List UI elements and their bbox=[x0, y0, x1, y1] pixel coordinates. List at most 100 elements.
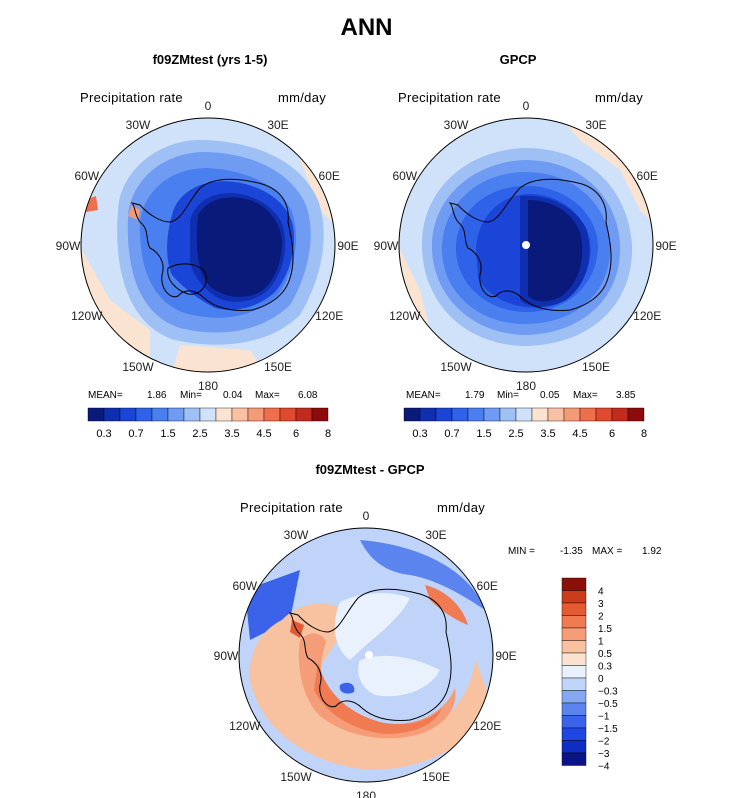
colorbar-swatch bbox=[403, 407, 421, 422]
colorbar-tick-label: 3 bbox=[598, 599, 604, 610]
colorbar-swatch bbox=[561, 715, 587, 729]
lon-label: 60W bbox=[74, 169, 99, 183]
colorbar-tick-label: −0.5 bbox=[598, 699, 618, 710]
colorbar-swatch bbox=[579, 407, 597, 422]
min-value: -1.35 bbox=[560, 546, 583, 557]
colorbar-tick-label: −1 bbox=[598, 712, 610, 723]
colorbar-swatch bbox=[419, 407, 437, 422]
lon-label: 120W bbox=[229, 719, 261, 733]
colorbar-tick-label: −1.5 bbox=[598, 724, 618, 735]
colorbar-swatch bbox=[167, 407, 185, 422]
colorbar-swatch bbox=[561, 627, 587, 641]
colorbar-tick-label: 0.5 bbox=[598, 649, 612, 660]
pole-marker bbox=[365, 651, 373, 659]
lon-label: 120E bbox=[633, 309, 661, 323]
colorbar-tick-label: 1.5 bbox=[598, 624, 612, 635]
panel-title-diff: f09ZMtest - GPCP bbox=[315, 462, 425, 477]
colorbar-tick-label: 0.3 bbox=[412, 428, 427, 440]
colorbar-swatch bbox=[183, 407, 201, 422]
min-label: Min= bbox=[180, 390, 202, 401]
colorbar-tick-label: 6 bbox=[609, 428, 615, 440]
lon-label: 60W bbox=[232, 579, 257, 593]
colorbar-tick-label: 3.5 bbox=[224, 428, 239, 440]
lon-label: 150W bbox=[440, 360, 472, 374]
max-value: 1.92 bbox=[642, 546, 662, 557]
max-value: 6.08 bbox=[298, 390, 318, 401]
colorbar-tick-label: 3.5 bbox=[540, 428, 555, 440]
units-label: mm/day bbox=[437, 500, 486, 515]
variable-label: Precipitation rate bbox=[80, 90, 183, 105]
colorbar-swatch bbox=[247, 407, 265, 422]
mean-label: MEAN= bbox=[88, 390, 123, 401]
colorbar-swatch bbox=[561, 727, 587, 741]
colorbar-swatch bbox=[561, 690, 587, 704]
lon-label: 30W bbox=[126, 118, 151, 132]
colorbar-swatch bbox=[103, 407, 121, 422]
colorbar-swatch bbox=[561, 702, 587, 716]
min-value: 0.05 bbox=[540, 390, 560, 401]
colorbar-swatch bbox=[87, 407, 105, 422]
colorbar-tick-label: 0.3 bbox=[598, 662, 612, 673]
colorbar-swatch bbox=[531, 407, 549, 422]
colorbar-swatch bbox=[231, 407, 249, 422]
colorbar-tick-label: 6 bbox=[293, 428, 299, 440]
lon-label: 30E bbox=[267, 118, 288, 132]
colorbar-swatch bbox=[627, 407, 645, 422]
min-value: 0.04 bbox=[223, 390, 243, 401]
colorbar-swatch bbox=[561, 740, 587, 754]
colorbar-tick-label: 0.7 bbox=[128, 428, 143, 440]
colorbar-swatch bbox=[451, 407, 469, 422]
colorbar-tick-label: 4.5 bbox=[256, 428, 271, 440]
colorbar-tick-label: −4 bbox=[598, 762, 610, 773]
lon-label: 180 bbox=[356, 789, 376, 798]
lon-label: 30E bbox=[585, 118, 606, 132]
colorbar-swatch bbox=[199, 407, 217, 422]
main-title: ANN bbox=[340, 14, 393, 41]
lon-label: 30E bbox=[425, 528, 446, 542]
lon-label: 180 bbox=[198, 379, 218, 393]
lon-label: 60E bbox=[319, 169, 340, 183]
lon-label: 120W bbox=[71, 309, 103, 323]
colorbar-swatch bbox=[561, 590, 587, 604]
colorbar-swatch bbox=[611, 407, 629, 422]
colorbar-swatch bbox=[561, 602, 587, 616]
colorbar-tick-label: 2.5 bbox=[508, 428, 523, 440]
max-label: MAX = bbox=[592, 546, 623, 557]
colorbar-swatch bbox=[563, 407, 581, 422]
colorbar-tick-label: 8 bbox=[325, 428, 331, 440]
colorbar-swatch bbox=[561, 577, 587, 591]
colorbar-swatch bbox=[515, 407, 533, 422]
lon-label: 120E bbox=[473, 719, 501, 733]
units-label: mm/day bbox=[595, 90, 644, 105]
lon-label: 90W bbox=[374, 239, 399, 253]
lon-label: 0 bbox=[363, 509, 370, 523]
lon-label: 120W bbox=[389, 309, 421, 323]
lon-label: 30W bbox=[444, 118, 469, 132]
colorbar-swatch bbox=[499, 407, 517, 422]
lon-label: 30W bbox=[284, 528, 309, 542]
lon-label: 0 bbox=[205, 99, 212, 113]
colorbar-swatch bbox=[483, 407, 501, 422]
max-label: Max= bbox=[255, 390, 280, 401]
colorbar-tick-label: −2 bbox=[598, 737, 610, 748]
colorbar-swatch bbox=[215, 407, 233, 422]
colorbar-swatch bbox=[561, 640, 587, 654]
lon-label: 150E bbox=[582, 360, 610, 374]
lon-label: 90W bbox=[214, 649, 239, 663]
colorbar-swatch bbox=[119, 407, 137, 422]
lon-label: 90E bbox=[495, 649, 516, 663]
lon-label: 180 bbox=[516, 379, 536, 393]
units-label: mm/day bbox=[278, 90, 327, 105]
lon-label: 150W bbox=[122, 360, 154, 374]
lon-label: 90E bbox=[337, 239, 358, 253]
colorbar-swatch bbox=[561, 615, 587, 629]
mean-label: MEAN= bbox=[406, 390, 441, 401]
variable-label: Precipitation rate bbox=[240, 500, 343, 515]
min-label: MIN = bbox=[508, 546, 535, 557]
colorbar-swatch bbox=[561, 665, 587, 679]
lon-label: 0 bbox=[523, 99, 530, 113]
colorbar-tick-label: 4 bbox=[598, 587, 604, 598]
colorbar-swatch bbox=[435, 407, 453, 422]
colorbar-swatch bbox=[311, 407, 329, 422]
lon-label: 150E bbox=[264, 360, 292, 374]
